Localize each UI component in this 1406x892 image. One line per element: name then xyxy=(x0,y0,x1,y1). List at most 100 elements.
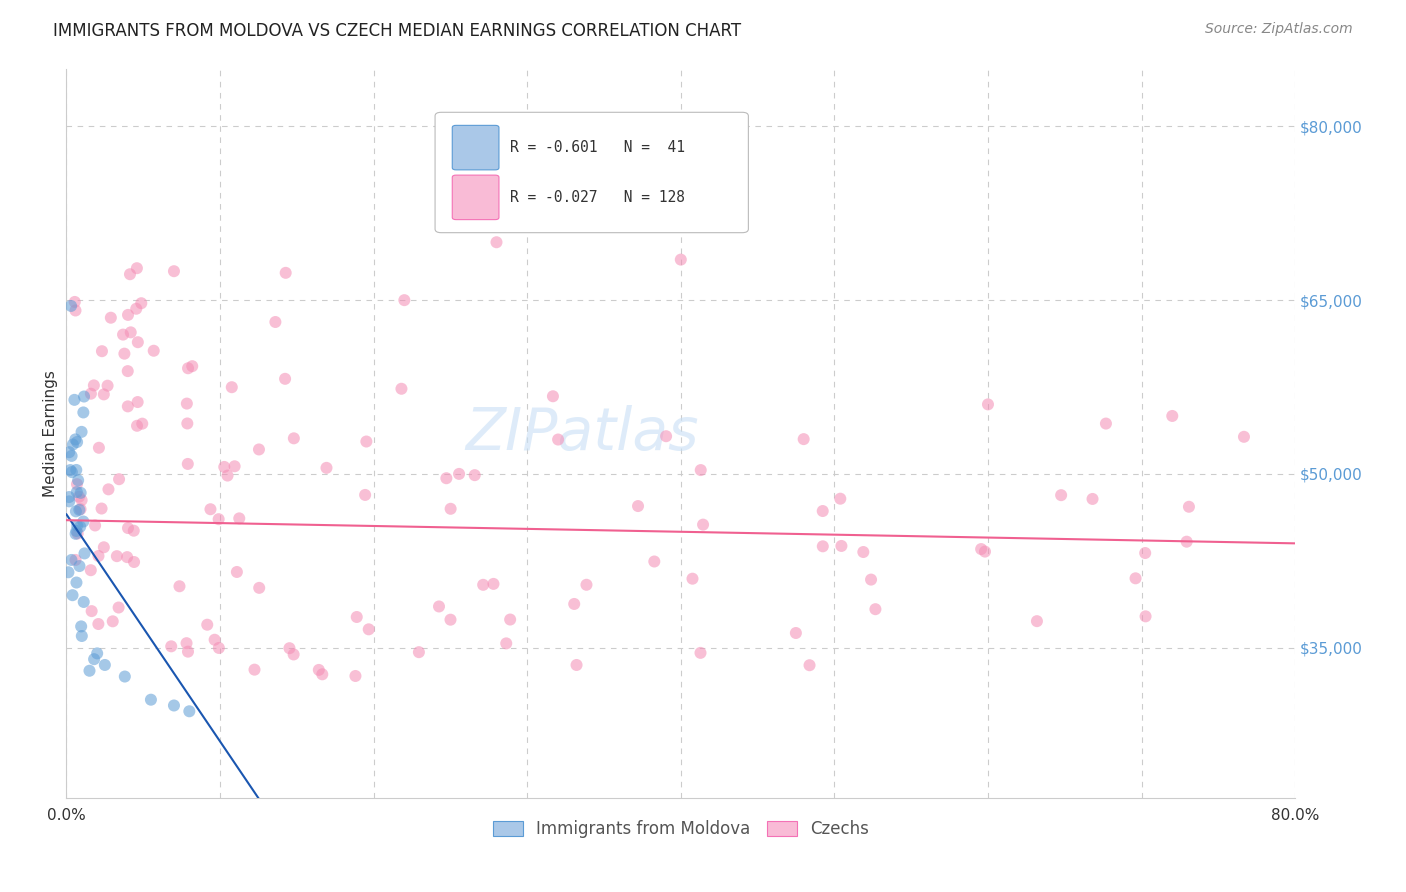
Point xyxy=(177,457,200,471)
Point xyxy=(1175,534,1198,549)
Point xyxy=(122,555,145,569)
Point xyxy=(87,617,110,632)
Point xyxy=(65,433,87,447)
Text: R = -0.027   N = 128: R = -0.027 N = 128 xyxy=(510,190,685,205)
Point xyxy=(274,266,297,280)
Point xyxy=(692,517,714,532)
Point xyxy=(308,663,330,677)
Point xyxy=(689,646,711,660)
Point xyxy=(63,392,86,407)
Point xyxy=(655,429,678,443)
Point xyxy=(100,310,122,325)
Point xyxy=(80,604,103,618)
Point xyxy=(93,387,115,401)
Point xyxy=(101,615,124,629)
Point xyxy=(541,389,564,403)
Point xyxy=(811,504,834,518)
Point xyxy=(163,264,186,278)
Point xyxy=(97,378,120,392)
Point xyxy=(682,572,704,586)
Point xyxy=(62,437,84,451)
Point xyxy=(112,346,135,360)
Point xyxy=(575,578,598,592)
Point xyxy=(65,524,87,538)
Y-axis label: Median Earnings: Median Earnings xyxy=(44,370,58,497)
Point xyxy=(60,553,83,567)
Point xyxy=(243,663,266,677)
Point xyxy=(1161,409,1184,423)
Point xyxy=(221,380,243,394)
Point xyxy=(1026,614,1049,628)
Point xyxy=(357,623,380,637)
Point xyxy=(72,515,94,529)
Point xyxy=(464,468,486,483)
Point xyxy=(176,396,198,410)
Point xyxy=(179,704,201,718)
Point xyxy=(811,539,834,553)
Point xyxy=(283,648,305,662)
FancyBboxPatch shape xyxy=(453,126,499,169)
Point xyxy=(485,235,508,250)
Point xyxy=(117,400,139,414)
Point xyxy=(93,541,115,555)
Point xyxy=(60,449,83,463)
Point xyxy=(70,619,93,633)
Point xyxy=(67,473,90,487)
Point xyxy=(830,491,852,506)
Point xyxy=(87,549,110,563)
Point xyxy=(177,645,200,659)
Legend: Immigrants from Moldova, Czechs: Immigrants from Moldova, Czechs xyxy=(486,814,876,845)
Point xyxy=(125,301,148,316)
Point xyxy=(73,546,96,560)
Text: ZIPatlas: ZIPatlas xyxy=(465,405,699,462)
Point xyxy=(67,503,90,517)
Point xyxy=(208,640,231,655)
Point xyxy=(58,490,80,504)
Point xyxy=(66,477,89,491)
Point xyxy=(434,471,457,485)
Point xyxy=(131,417,153,431)
Point xyxy=(562,597,585,611)
Point xyxy=(200,502,222,516)
Point xyxy=(793,432,815,446)
Point xyxy=(439,613,461,627)
Point xyxy=(66,526,89,541)
Point xyxy=(247,581,270,595)
Point xyxy=(117,308,139,322)
Point xyxy=(65,575,87,590)
Point xyxy=(58,566,80,580)
Point xyxy=(274,372,297,386)
Point xyxy=(1125,571,1147,585)
Point xyxy=(115,550,138,565)
Point xyxy=(214,459,236,474)
Point xyxy=(73,390,96,404)
Point xyxy=(65,553,87,567)
Text: R = -0.601   N =  41: R = -0.601 N = 41 xyxy=(510,140,685,155)
Point xyxy=(127,395,149,409)
Point xyxy=(67,490,90,504)
Point xyxy=(80,386,103,401)
Point xyxy=(176,636,198,650)
Point xyxy=(120,326,142,340)
Point xyxy=(391,382,413,396)
Point xyxy=(94,657,117,672)
Point xyxy=(225,565,247,579)
Point xyxy=(669,252,692,267)
Point xyxy=(354,488,377,502)
Point xyxy=(689,463,711,477)
Point xyxy=(627,499,650,513)
Point xyxy=(58,445,80,459)
Point xyxy=(278,641,301,656)
Point xyxy=(84,518,107,533)
Point xyxy=(142,343,165,358)
Point xyxy=(852,545,875,559)
FancyBboxPatch shape xyxy=(434,112,748,233)
Point xyxy=(66,518,89,533)
Point xyxy=(139,692,162,706)
Point xyxy=(108,472,131,486)
Text: IMMIGRANTS FROM MOLDOVA VS CZECH MEDIAN EARNINGS CORRELATION CHART: IMMIGRANTS FROM MOLDOVA VS CZECH MEDIAN … xyxy=(53,22,741,40)
Point xyxy=(408,645,430,659)
Point xyxy=(107,600,129,615)
Point xyxy=(65,526,87,541)
Point xyxy=(315,460,337,475)
